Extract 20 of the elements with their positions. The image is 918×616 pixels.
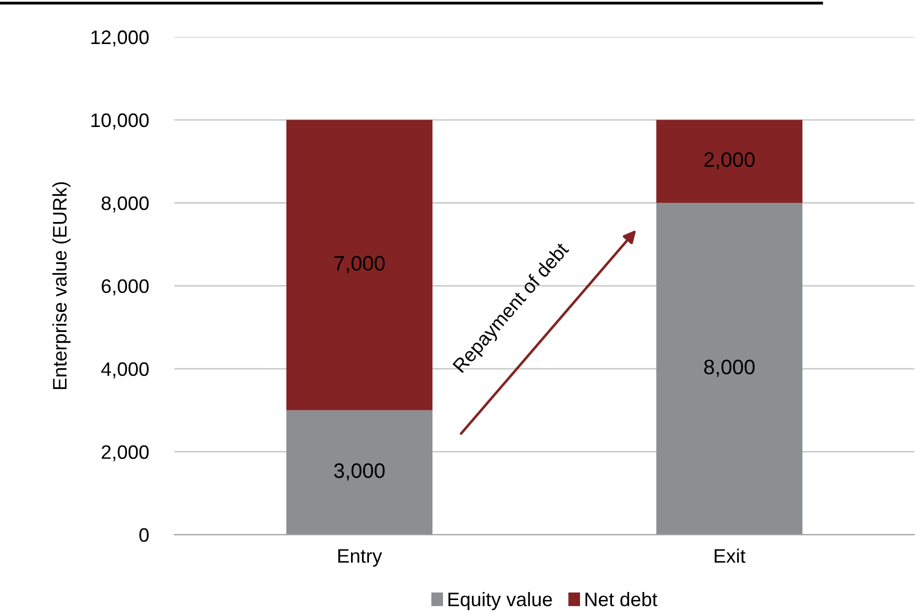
legend-label: Net debt: [586, 592, 658, 606]
bar: [656, 120, 802, 203]
y-tick-label: 10,000: [91, 113, 149, 130]
y-tick-label: 12,000: [91, 30, 149, 46]
y-tick-label: 2,000: [102, 445, 149, 462]
data-label: 7,000: [334, 256, 385, 274]
y-tick-label: 6,000: [102, 279, 149, 296]
y-axis-title: Enterprise value (EURk): [52, 182, 71, 390]
data-label: 8,000: [704, 360, 755, 377]
bar: [286, 120, 432, 410]
y-tick-label: 0: [139, 528, 149, 542]
x-tick-label: Exit: [714, 548, 746, 563]
legend-label: Equity value: [448, 592, 552, 610]
bar: [656, 202, 802, 535]
data-label: 2,000: [704, 152, 755, 170]
bar: [286, 410, 432, 535]
y-tick-label: 8,000: [102, 196, 149, 212]
x-tick-label: Entry: [338, 549, 382, 567]
data-label: 3,000: [334, 463, 385, 481]
y-tick-label: 4,000: [101, 362, 149, 378]
